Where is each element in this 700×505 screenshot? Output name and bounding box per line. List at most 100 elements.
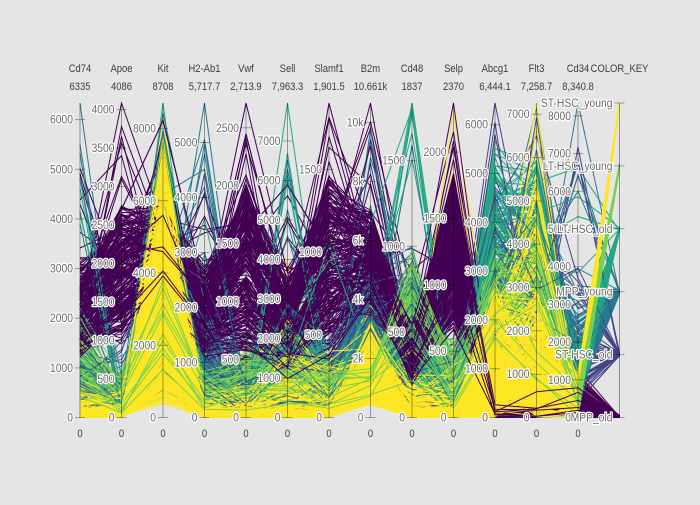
svg-text:3000: 3000 [50, 263, 73, 276]
svg-text:0: 0 [119, 428, 125, 440]
svg-text:H2-Ab1: H2-Ab1 [188, 63, 220, 75]
svg-text:500: 500 [388, 326, 405, 339]
svg-text:5000: 5000 [507, 195, 530, 208]
svg-text:2000: 2000 [507, 325, 530, 338]
svg-text:5000: 5000 [50, 164, 73, 177]
svg-text:8k: 8k [353, 176, 364, 189]
svg-text:0: 0 [565, 412, 571, 425]
svg-text:1500: 1500 [92, 296, 115, 309]
svg-text:0: 0 [492, 428, 498, 440]
svg-text:500: 500 [97, 373, 114, 386]
svg-text:COLOR_KEY: COLOR_KEY [591, 63, 649, 75]
svg-text:6000: 6000 [548, 186, 571, 199]
svg-text:0: 0 [160, 428, 166, 440]
svg-text:8000: 8000 [548, 110, 571, 123]
svg-text:10.661k: 10.661k [354, 81, 388, 93]
svg-text:1000: 1000 [424, 279, 447, 292]
svg-text:MPP_young: MPP_young [556, 286, 612, 299]
svg-text:Abcg1: Abcg1 [482, 63, 509, 75]
svg-text:2k: 2k [353, 353, 364, 366]
svg-text:Sell: Sell [280, 63, 296, 75]
svg-text:2500: 2500 [216, 122, 239, 135]
svg-text:1500: 1500 [299, 164, 322, 177]
svg-text:4000: 4000 [548, 261, 571, 274]
svg-text:LT-HSC_old: LT-HSC_old [557, 223, 612, 236]
svg-text:0: 0 [233, 412, 239, 425]
svg-text:7,258.7: 7,258.7 [521, 81, 553, 93]
svg-text:2000: 2000 [175, 302, 198, 315]
svg-text:7000: 7000 [507, 109, 530, 122]
svg-text:0: 0 [192, 412, 198, 425]
svg-text:2370: 2370 [443, 81, 464, 93]
svg-text:0: 0 [77, 428, 83, 440]
svg-text:4000: 4000 [50, 213, 73, 226]
svg-text:0: 0 [441, 412, 447, 425]
svg-text:4k: 4k [353, 294, 364, 307]
svg-text:0: 0 [67, 412, 73, 425]
svg-text:3000: 3000 [175, 247, 198, 260]
svg-text:500: 500 [305, 329, 322, 342]
svg-text:0: 0 [534, 428, 540, 440]
svg-text:1500: 1500 [216, 238, 239, 251]
svg-text:0: 0 [243, 428, 249, 440]
svg-text:1837: 1837 [402, 81, 423, 93]
svg-text:0: 0 [358, 412, 364, 425]
svg-text:3000: 3000 [548, 299, 571, 312]
svg-text:Vwf: Vwf [238, 63, 254, 75]
svg-text:B2m: B2m [361, 63, 380, 75]
svg-text:1500: 1500 [382, 155, 405, 168]
svg-text:0: 0 [326, 428, 332, 440]
svg-text:4086: 4086 [111, 81, 132, 93]
svg-text:0: 0 [285, 428, 291, 440]
svg-text:5000: 5000 [175, 137, 198, 150]
svg-text:6335: 6335 [69, 81, 90, 93]
svg-text:2000: 2000 [50, 313, 73, 326]
svg-text:Kit: Kit [158, 63, 169, 75]
svg-text:Apoe: Apoe [111, 63, 133, 75]
svg-text:1500: 1500 [424, 213, 447, 226]
svg-text:6000: 6000 [507, 152, 530, 165]
svg-text:4000: 4000 [175, 192, 198, 205]
svg-text:2000: 2000 [424, 147, 447, 160]
svg-text:Slamf1: Slamf1 [314, 63, 344, 75]
svg-text:6000: 6000 [258, 175, 281, 188]
svg-text:ST-HSC_old: ST-HSC_old [555, 349, 612, 362]
svg-text:7000: 7000 [548, 148, 571, 161]
svg-text:6,444.1: 6,444.1 [479, 81, 511, 93]
svg-text:500: 500 [222, 354, 239, 367]
svg-text:0: 0 [451, 428, 457, 440]
svg-text:0: 0 [275, 412, 281, 425]
svg-text:Selp: Selp [444, 63, 463, 75]
svg-text:4000: 4000 [507, 239, 530, 252]
svg-text:4000: 4000 [465, 217, 488, 230]
svg-text:2500: 2500 [92, 220, 115, 233]
svg-text:Flt3: Flt3 [529, 63, 545, 75]
svg-text:Cd34: Cd34 [567, 63, 590, 75]
svg-text:2000: 2000 [92, 258, 115, 271]
svg-text:Cd74: Cd74 [69, 63, 92, 75]
svg-text:3000: 3000 [465, 266, 488, 279]
svg-text:0: 0 [524, 412, 530, 425]
svg-text:1000: 1000 [382, 241, 405, 254]
svg-text:1,901.5: 1,901.5 [313, 81, 345, 93]
svg-text:0: 0 [482, 412, 488, 425]
svg-text:2000: 2000 [548, 337, 571, 350]
svg-text:500: 500 [429, 346, 446, 359]
svg-text:0: 0 [109, 412, 115, 425]
svg-text:1000: 1000 [92, 335, 115, 348]
svg-text:0: 0 [150, 412, 156, 425]
svg-text:1000: 1000 [465, 363, 488, 376]
svg-text:1000: 1000 [258, 372, 281, 385]
svg-text:10k: 10k [347, 117, 364, 130]
svg-text:8708: 8708 [153, 81, 174, 93]
svg-text:MPP_old: MPP_old [571, 412, 613, 425]
svg-text:5000: 5000 [258, 214, 281, 227]
svg-text:0: 0 [399, 412, 405, 425]
svg-text:0: 0 [368, 428, 374, 440]
svg-text:6000: 6000 [50, 114, 73, 127]
svg-text:3000: 3000 [92, 181, 115, 194]
svg-text:2000: 2000 [465, 314, 488, 327]
svg-text:4000: 4000 [133, 267, 156, 280]
svg-text:0: 0 [575, 428, 581, 440]
svg-text:LT-HSC_young: LT-HSC_young [543, 160, 613, 173]
